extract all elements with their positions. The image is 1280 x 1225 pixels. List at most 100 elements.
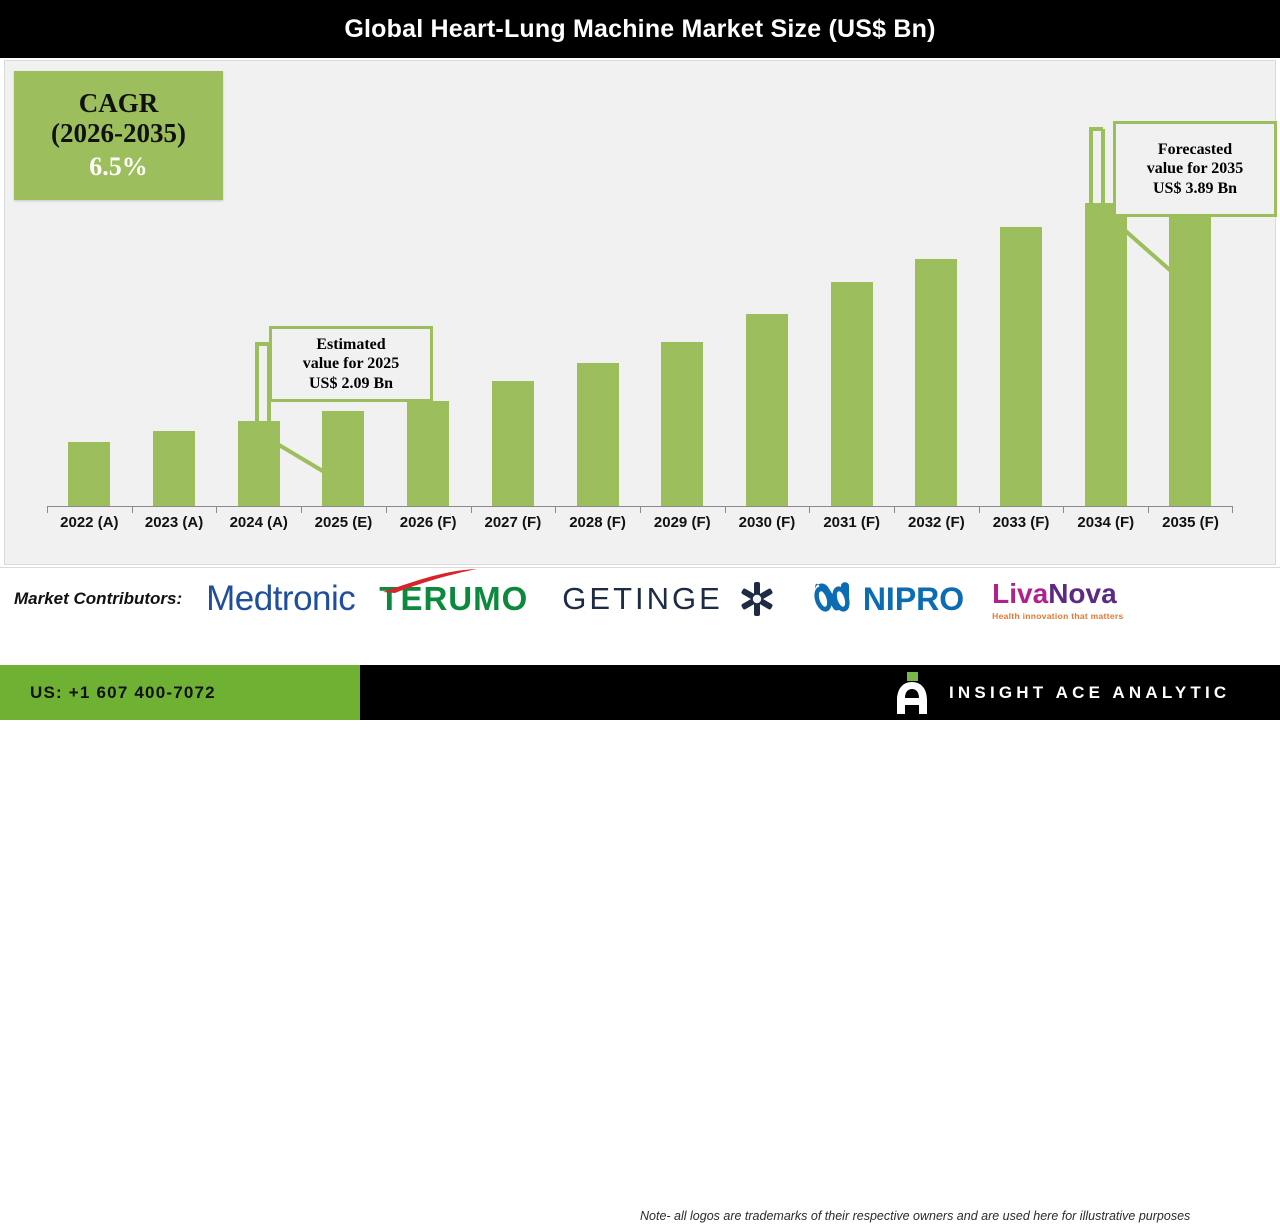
bar-2025[interactable] [322, 411, 365, 506]
nipro-mark-icon [814, 582, 850, 612]
x-label-2026: 2026 (F) [399, 514, 457, 531]
bar-2035[interactable] [1169, 161, 1212, 506]
forecasted-callout-line1: Forecasted [1157, 140, 1233, 158]
bar-slot [132, 61, 217, 506]
bar-2033[interactable] [1000, 227, 1043, 506]
medtronic-logo-text: Medtronic [206, 579, 356, 618]
x-label-2027: 2027 (F) [484, 514, 542, 531]
bar-2030[interactable] [745, 314, 788, 506]
bar-slot [555, 61, 640, 506]
cagr-label: CAGR [78, 88, 159, 119]
bar-slot [471, 61, 556, 506]
livanova-logo-text-b: Nova [1048, 577, 1117, 609]
cagr-period: (2026-2035) [51, 117, 186, 148]
contributors-label: Market Contributors: [14, 589, 183, 608]
livanova-wordmark: Liva Nova [992, 578, 1117, 610]
estimated-callout-line3: US$ 2.09 Bn [308, 374, 394, 392]
market-contributors-strip: Market Contributors: Medtronic TERUMO GE… [0, 567, 1280, 1223]
x-label-2023: 2023 (A) [144, 514, 204, 531]
bar-slot [979, 61, 1064, 506]
page-header: Global Heart-Lung Machine Market Size (U… [0, 0, 1280, 58]
bar-slot [47, 61, 132, 506]
bar-slot [809, 61, 894, 506]
x-label-2022: 2022 (A) [60, 514, 119, 531]
axis-tick [809, 506, 894, 513]
bar-slot [640, 61, 725, 506]
axis-tick [1063, 506, 1148, 513]
bar-2031[interactable] [830, 282, 873, 506]
bar-slot [216, 61, 301, 506]
bar-2028[interactable] [576, 363, 619, 506]
bar-2022[interactable] [68, 442, 111, 506]
x-axis-ticks [47, 506, 1233, 513]
bar-2034[interactable] [1084, 203, 1127, 506]
x-label-2029: 2029 (F) [653, 514, 711, 531]
axis-tick [470, 506, 556, 513]
footer-brand-bar: INSIGHT ACE ANALYTIC [360, 665, 1280, 720]
forecasted-value-callout: Forecasted value for 2035 US$ 3.89 Bn [1113, 121, 1277, 217]
x-label-2025: 2025 (E) [314, 514, 373, 531]
page-footer: US: +1 607 400-7072 INSIGHT ACE ANALYTIC [0, 665, 1280, 720]
medtronic-logo: Medtronic [206, 579, 356, 619]
axis-tick [385, 506, 471, 513]
x-label-2024: 2024 (A) [229, 514, 288, 531]
footer-contact-bar: US: +1 607 400-7072 [0, 665, 360, 720]
contributors-row: Market Contributors: Medtronic TERUMO GE… [0, 568, 1280, 630]
forecasted-callout-line3: US$ 3.89 Bn [1152, 179, 1238, 197]
estimated-value-callout: Estimated value for 2025 US$ 2.09 Bn [269, 326, 433, 402]
x-label-2034: 2034 (F) [1077, 514, 1135, 531]
bar-slot [1063, 61, 1148, 506]
axis-tick [978, 506, 1064, 513]
x-label-2033: 2033 (F) [992, 514, 1050, 531]
bar-2023[interactable] [153, 431, 196, 506]
footer-brand-name: INSIGHT ACE ANALYTIC [949, 682, 1231, 702]
bar-slot [301, 61, 386, 506]
cagr-value: 6.5% [89, 151, 148, 181]
livanova-logo: Liva Nova Health innovation that matters [992, 578, 1123, 621]
getinge-logo-text: GETINGE [562, 581, 723, 616]
nipro-logo: NIPRO [811, 579, 964, 619]
bar-2027[interactable] [491, 381, 534, 506]
terumo-swoosh-icon [383, 569, 478, 593]
x-label-2035: 2035 (F) [1162, 514, 1219, 531]
x-label-2031: 2031 (F) [823, 514, 881, 531]
estimated-callout-line2: value for 2025 [302, 355, 400, 373]
getinge-asterisk-icon [741, 582, 773, 616]
bar-2026[interactable] [407, 401, 450, 506]
x-label-2032: 2032 (F) [908, 514, 965, 531]
axis-tick [724, 506, 810, 513]
axis-tick [555, 506, 640, 513]
bar-slot [1148, 61, 1233, 506]
livanova-tagline: Health innovation that matters [992, 610, 1124, 621]
bar-slot [725, 61, 810, 506]
estimated-callout-line1: Estimated [316, 335, 386, 353]
x-label-2030: 2030 (F) [738, 514, 796, 531]
page-title: Global Heart-Lung Machine Market Size (U… [344, 14, 936, 43]
axis-tick [639, 506, 725, 513]
bar-slot [894, 61, 979, 506]
axis-tick [131, 506, 217, 513]
nipro-logo-text: NIPRO [862, 580, 965, 617]
bar-2032[interactable] [915, 259, 958, 506]
bar-2024[interactable] [237, 421, 280, 506]
bar-slot [386, 61, 471, 506]
axis-tick [1148, 506, 1233, 513]
chart-panel: CAGR (2026-2035) 6.5% [4, 60, 1277, 565]
terumo-logo: TERUMO [379, 569, 528, 618]
bar-2029[interactable] [661, 342, 704, 506]
axis-tick [301, 506, 386, 513]
footer-phone[interactable]: US: +1 607 400-7072 [30, 682, 216, 702]
axis-tick [47, 506, 132, 513]
forecasted-callout-line2: value for 2035 [1146, 160, 1244, 178]
bar-series [47, 61, 1233, 506]
axis-tick [216, 506, 301, 513]
cagr-badge: CAGR (2026-2035) 6.5% [14, 71, 223, 200]
livanova-logo-text-a: Liva [992, 577, 1049, 609]
insight-ace-a-logo-icon [895, 671, 929, 714]
axis-tick [894, 506, 979, 513]
x-axis-labels: 2022 (A) 2023 (A) 2024 (A) 2025 (E) 2026… [47, 514, 1233, 531]
trademark-note: Note- all logos are trademarks of their … [640, 1209, 1191, 1223]
getinge-logo: GETINGE [562, 579, 777, 619]
plot-area [47, 61, 1233, 506]
x-label-2028: 2028 (F) [569, 514, 626, 531]
